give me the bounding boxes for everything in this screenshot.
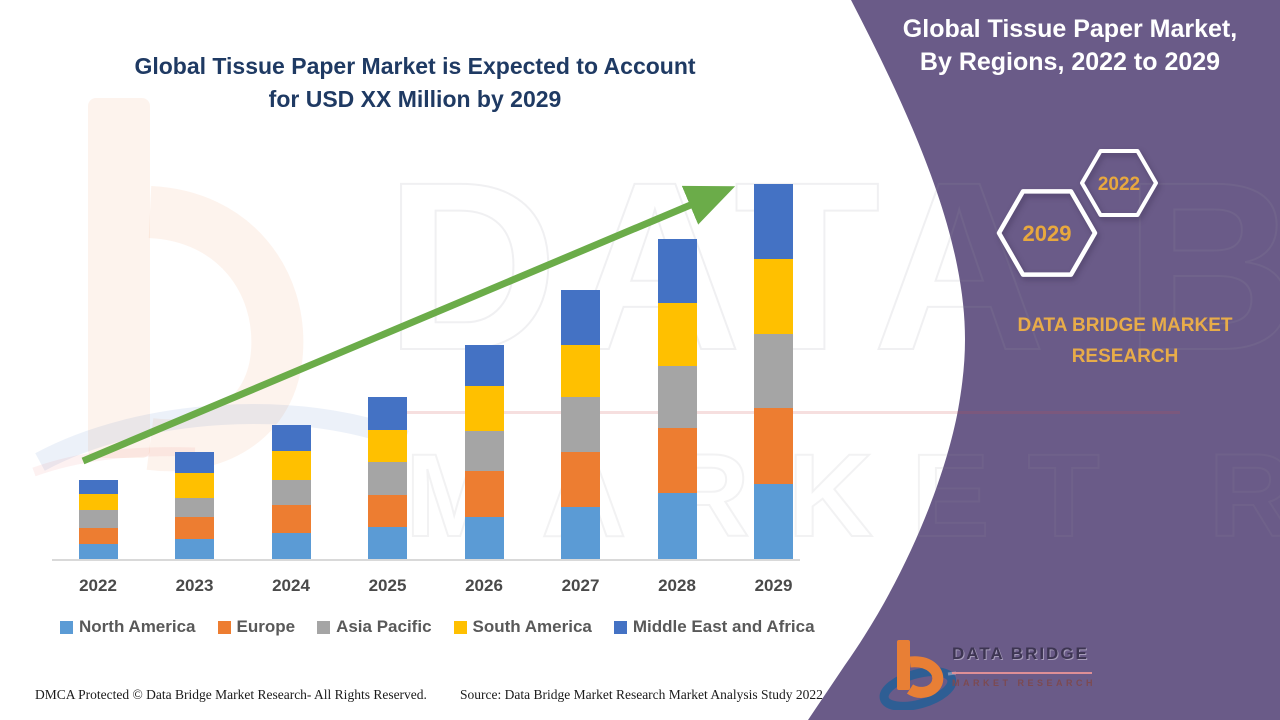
segment-south-america-2025 xyxy=(368,430,407,462)
segment-europe-2025 xyxy=(368,495,407,527)
segment-middle-east-and-africa-2027 xyxy=(561,290,600,345)
segment-north-america-2026 xyxy=(464,517,504,559)
segment-middle-east-and-africa-2026 xyxy=(464,345,504,386)
segment-asia-pacific-2027 xyxy=(561,397,600,452)
segment-middle-east-and-africa-2023 xyxy=(175,452,214,473)
chart-title-line-1: Global Tissue Paper Market is Expected t… xyxy=(134,53,696,79)
hexagon-2029 xyxy=(996,189,1098,277)
segment-middle-east-and-africa-2025 xyxy=(368,397,407,430)
segment-europe-2026 xyxy=(464,471,504,517)
segment-north-america-2027 xyxy=(561,507,600,559)
x-axis-label-2026: 2026 xyxy=(465,576,503,595)
segment-south-america-2024 xyxy=(271,451,311,480)
company-logo-name: DATA BRIDGE xyxy=(952,644,1089,663)
x-axis-label-2025: 2025 xyxy=(368,576,407,595)
hexagon-2022-label: 2022 xyxy=(1098,174,1140,195)
legend-swatch-icon xyxy=(453,620,467,634)
legend-label: South America xyxy=(472,617,592,636)
bar-2023 xyxy=(175,452,214,559)
panel-title-line-2: By Regions, 2022 to 2029 xyxy=(919,48,1221,76)
legend-label: Europe xyxy=(236,617,296,636)
x-axis-label-2022: 2022 xyxy=(79,576,117,595)
legend-swatch-icon xyxy=(60,620,73,634)
legend-item-north-america: North America xyxy=(60,617,196,637)
segment-europe-2029 xyxy=(754,408,793,484)
company-logo: DATA BRIDGE MARKET RESEARCH xyxy=(878,632,1118,710)
bar-2028 xyxy=(657,239,697,559)
segment-south-america-2023 xyxy=(175,473,214,498)
legend-item-middle-east-and-africa: Middle East and Africa xyxy=(613,617,815,637)
segment-middle-east-and-africa-2029 xyxy=(754,184,793,259)
segment-europe-2024 xyxy=(271,505,311,533)
segment-middle-east-and-africa-2022 xyxy=(78,480,118,494)
segment-south-america-2026 xyxy=(464,386,504,431)
segment-asia-pacific-2024 xyxy=(271,480,311,505)
bar-2024 xyxy=(271,425,311,559)
segment-north-america-2028 xyxy=(657,493,697,559)
company-logo-b-icon xyxy=(879,640,956,710)
segment-asia-pacific-2028 xyxy=(657,366,697,428)
panel-title-line-1: Global Tissue Paper Market, xyxy=(902,15,1238,43)
legend-label: North America xyxy=(79,617,196,636)
segment-europe-2023 xyxy=(175,517,214,539)
panel-title: Global Tissue Paper Market, By Regions, … xyxy=(900,13,1240,79)
x-axis-label-2027: 2027 xyxy=(561,576,600,595)
segment-north-america-2025 xyxy=(368,527,407,559)
hexagon-2029-label: 2029 xyxy=(1023,221,1072,246)
chart-title: Global Tissue Paper Market is Expected t… xyxy=(95,50,735,116)
segment-north-america-2023 xyxy=(175,539,214,559)
legend-item-asia-pacific: Asia Pacific xyxy=(317,617,432,637)
brand-name: DATA BRIDGE MARKET RESEARCH xyxy=(1005,310,1245,372)
legend-label: Middle East and Africa xyxy=(632,617,815,636)
segment-south-america-2027 xyxy=(561,345,600,397)
brand-name-line-1: DATA BRIDGE MARKET xyxy=(1017,315,1233,336)
bar-2026 xyxy=(464,345,504,559)
segment-europe-2028 xyxy=(657,428,697,493)
bar-2025 xyxy=(368,397,407,559)
segment-asia-pacific-2023 xyxy=(175,498,214,517)
x-axis-label-2028: 2028 xyxy=(658,576,696,595)
segment-south-america-2022 xyxy=(78,494,118,510)
x-axis-line xyxy=(52,559,800,561)
segment-asia-pacific-2022 xyxy=(78,510,118,528)
x-axis-label-2029: 2029 xyxy=(754,576,793,595)
chart-legend: North America Europe Asia Pacific South Ame… xyxy=(60,617,815,637)
legend-swatch-icon xyxy=(317,620,331,634)
source-citation: Source: Data Bridge Market Research Mark… xyxy=(460,687,823,702)
segment-middle-east-and-africa-2028 xyxy=(657,239,697,303)
company-logo-underline xyxy=(952,672,1092,674)
legend-swatch-icon xyxy=(613,620,627,634)
segment-europe-2022 xyxy=(78,528,118,544)
legend-item-south-america: South America xyxy=(453,617,592,637)
x-axis-label-2023: 2023 xyxy=(175,576,214,595)
segment-middle-east-and-africa-2024 xyxy=(271,425,311,451)
company-logo-subtitle: MARKET RESEARCH xyxy=(952,678,1097,688)
brand-name-line-2: RESEARCH xyxy=(1071,346,1179,367)
segment-asia-pacific-2025 xyxy=(368,462,407,495)
chart-title-line-2: for USD XX Million by 2029 xyxy=(268,86,562,112)
segment-north-america-2022 xyxy=(78,544,118,559)
bar-2029 xyxy=(754,184,793,559)
x-axis-label-2024: 2024 xyxy=(272,576,310,595)
segment-asia-pacific-2026 xyxy=(464,431,504,471)
segment-north-america-2024 xyxy=(271,533,311,559)
hexagon-2022 xyxy=(1080,149,1158,217)
segment-south-america-2028 xyxy=(657,303,697,366)
legend-swatch-icon xyxy=(217,620,231,634)
watermark-logo-b-icon xyxy=(32,98,409,477)
bar-2022 xyxy=(78,480,118,559)
legend-item-europe: Europe xyxy=(217,617,296,637)
dmca-notice: DMCA Protected © Data Bridge Market Rese… xyxy=(35,687,427,702)
segment-north-america-2029 xyxy=(754,484,793,559)
segment-europe-2027 xyxy=(561,452,600,507)
segment-asia-pacific-2029 xyxy=(754,334,793,408)
legend-label: Asia Pacific xyxy=(336,617,432,636)
bar-2027 xyxy=(561,290,600,559)
segment-south-america-2029 xyxy=(754,259,793,334)
